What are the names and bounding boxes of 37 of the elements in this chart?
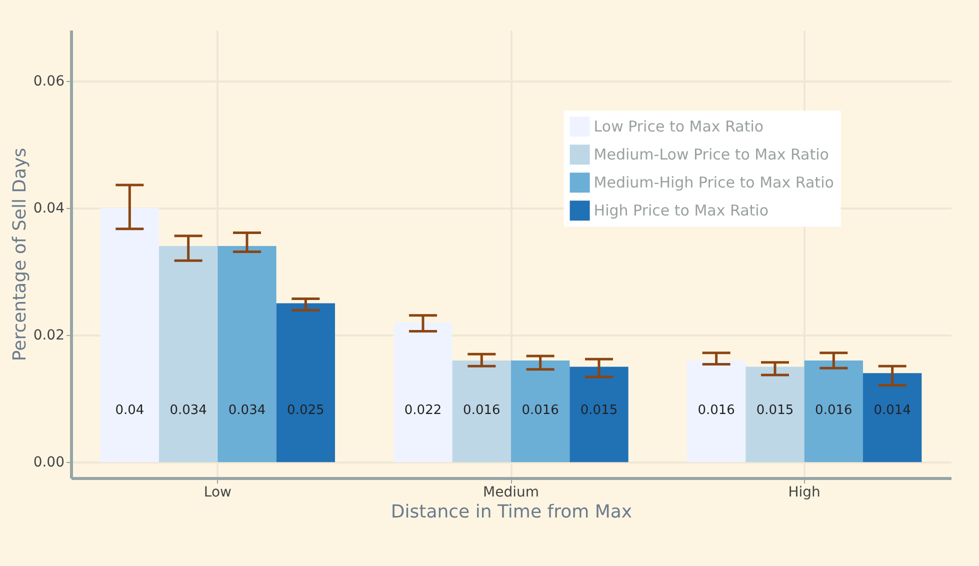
bar xyxy=(100,208,159,462)
x-tick-label: Low xyxy=(204,484,232,500)
data-label: 0.025 xyxy=(287,403,324,418)
bar xyxy=(804,360,863,462)
bar xyxy=(687,360,746,462)
legend-label: Medium-High Price to Max Ratio xyxy=(594,174,834,192)
data-label: 0.034 xyxy=(170,403,207,418)
data-label: 0.016 xyxy=(522,403,559,418)
legend-label: High Price to Max Ratio xyxy=(594,202,769,220)
data-label: 0.014 xyxy=(874,403,911,418)
bar xyxy=(394,322,452,462)
bar xyxy=(863,373,922,462)
x-tick-label: Medium xyxy=(483,484,539,500)
data-label: 0.022 xyxy=(404,403,442,418)
x-axis-title: Distance in Time from Max xyxy=(390,502,632,522)
data-label: 0.015 xyxy=(580,403,618,418)
data-label: 0.016 xyxy=(463,403,500,418)
x-tick-label: High xyxy=(788,484,820,500)
y-axis-title: Percentage of Sell Days xyxy=(9,148,30,362)
data-label: 0.016 xyxy=(698,403,735,418)
y-tick-label: 0.04 xyxy=(33,200,65,216)
y-tick-label: 0.00 xyxy=(33,454,64,471)
data-label: 0.015 xyxy=(756,403,794,418)
data-label: 0.034 xyxy=(228,403,266,418)
bar xyxy=(511,360,570,462)
y-tick-label: 0.06 xyxy=(33,73,65,90)
bar xyxy=(746,366,804,462)
bar xyxy=(159,246,218,462)
data-label: 0.016 xyxy=(815,403,852,418)
legend-label: Medium-Low Price to Max Ratio xyxy=(594,146,829,164)
bar xyxy=(276,303,335,462)
bar xyxy=(218,246,276,462)
bar xyxy=(570,366,628,462)
data-label: 0.04 xyxy=(115,403,144,418)
bar xyxy=(452,360,511,462)
legend-label: Low Price to Max Ratio xyxy=(594,118,764,136)
y-tick-label: 0.02 xyxy=(33,328,64,344)
